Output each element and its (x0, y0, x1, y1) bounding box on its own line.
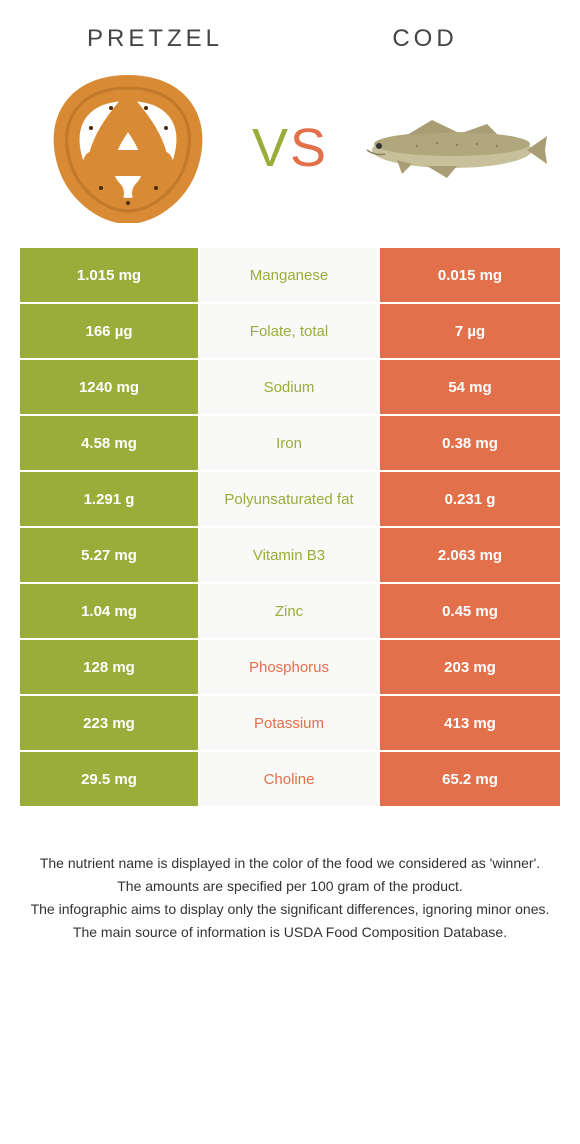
nutrient-value-right: 0.231 g (380, 472, 560, 526)
footnote-line: The nutrient name is displayed in the co… (30, 853, 550, 874)
nutrient-row: 128 mgPhosphorus203 mg (20, 640, 560, 696)
footnote-line: The amounts are specified per 100 gram o… (30, 876, 550, 897)
footnote-line: The infographic aims to display only the… (30, 899, 550, 920)
nutrient-value-left: 1.015 mg (20, 248, 200, 302)
nutrient-label: Phosphorus (200, 640, 380, 694)
food-title-left: PRETZEL (20, 25, 290, 53)
nutrient-label: Iron (200, 416, 380, 470)
vs-label: VS (252, 117, 328, 179)
nutrient-row: 4.58 mgIron0.38 mg (20, 416, 560, 472)
footnote-line: The main source of information is USDA F… (30, 922, 550, 943)
nutrient-label: Choline (200, 752, 380, 806)
nutrient-row: 1240 mgSodium54 mg (20, 360, 560, 416)
nutrient-row: 5.27 mgVitamin B32.063 mg (20, 528, 560, 584)
nutrient-value-left: 223 mg (20, 696, 200, 750)
nutrient-value-left: 1.04 mg (20, 584, 200, 638)
nutrient-label: Potassium (200, 696, 380, 750)
nutrient-value-left: 29.5 mg (20, 752, 200, 806)
nutrient-row: 223 mgPotassium413 mg (20, 696, 560, 752)
pretzel-image (20, 73, 237, 223)
nutrient-value-left: 166 µg (20, 304, 200, 358)
nutrient-value-right: 203 mg (380, 640, 560, 694)
nutrient-row: 1.04 mgZinc0.45 mg (20, 584, 560, 640)
nutrient-value-left: 5.27 mg (20, 528, 200, 582)
footnotes: The nutrient name is displayed in the co… (30, 853, 550, 943)
vs-letter-v: V (252, 118, 290, 178)
nutrient-label: Manganese (200, 248, 380, 302)
nutrient-label: Vitamin B3 (200, 528, 380, 582)
nutrient-value-left: 4.58 mg (20, 416, 200, 470)
nutrient-row: 29.5 mgCholine65.2 mg (20, 752, 560, 808)
nutrient-value-right: 0.015 mg (380, 248, 560, 302)
nutrient-value-right: 2.063 mg (380, 528, 560, 582)
nutrient-value-right: 65.2 mg (380, 752, 560, 806)
nutrient-row: 166 µgFolate, total7 µg (20, 304, 560, 360)
nutrient-label: Polyunsaturated fat (200, 472, 380, 526)
nutrient-value-right: 0.45 mg (380, 584, 560, 638)
cod-image (343, 73, 560, 223)
vs-row: VS (0, 63, 580, 248)
food-title-right: COD (290, 25, 560, 53)
nutrient-value-right: 413 mg (380, 696, 560, 750)
cod-icon (357, 108, 547, 188)
pretzel-icon (51, 73, 206, 223)
nutrient-value-left: 1.291 g (20, 472, 200, 526)
nutrient-label: Sodium (200, 360, 380, 414)
vs-letter-s: S (290, 118, 328, 178)
nutrient-value-left: 128 mg (20, 640, 200, 694)
nutrient-row: 1.291 gPolyunsaturated fat0.231 g (20, 472, 560, 528)
nutrient-label: Zinc (200, 584, 380, 638)
nutrient-row: 1.015 mgManganese0.015 mg (20, 248, 560, 304)
nutrient-label: Folate, total (200, 304, 380, 358)
nutrient-value-left: 1240 mg (20, 360, 200, 414)
header-titles: PRETZEL COD (0, 0, 580, 63)
nutrient-comparison-table: 1.015 mgManganese0.015 mg166 µgFolate, t… (20, 248, 560, 808)
nutrient-value-right: 7 µg (380, 304, 560, 358)
nutrient-value-right: 54 mg (380, 360, 560, 414)
nutrient-value-right: 0.38 mg (380, 416, 560, 470)
